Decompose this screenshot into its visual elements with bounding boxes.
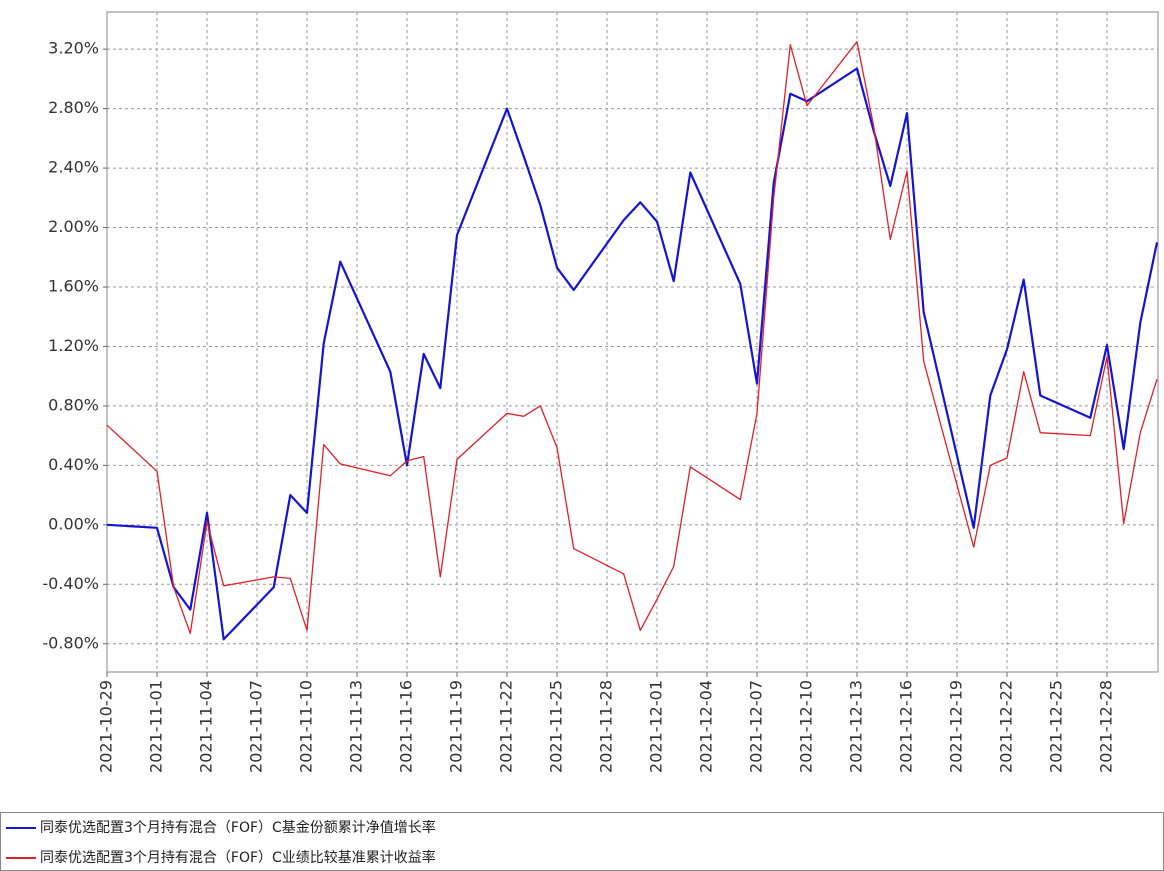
y-tick-label: -0.80%	[42, 633, 99, 652]
x-tick-label: 2021-11-10	[297, 680, 316, 773]
y-tick-label: 1.60%	[48, 277, 99, 296]
legend-label: 同泰优选配置3个月持有混合（FOF）C业绩比较基准累计收益率	[40, 849, 436, 866]
x-tick-label: 2021-11-07	[247, 680, 266, 773]
legend-label: 同泰优选配置3个月持有混合（FOF）C基金份额累计净值增长率	[40, 819, 436, 836]
x-tick-label: 2021-12-19	[947, 680, 966, 773]
y-tick-label: 2.40%	[48, 158, 99, 177]
x-tick-label: 2021-11-04	[197, 680, 216, 773]
x-tick-label: 2021-10-29	[97, 680, 116, 773]
x-tick-label: 2021-12-04	[697, 680, 716, 773]
legend-box	[0, 812, 1164, 871]
x-tick-label: 2021-11-25	[547, 680, 566, 773]
y-tick-label: 0.40%	[48, 455, 99, 474]
y-tick-label: 3.20%	[48, 39, 99, 58]
x-tick-label: 2021-12-25	[1047, 680, 1066, 773]
x-tick-label: 2021-12-22	[997, 680, 1016, 773]
series-line	[106, 67, 1159, 641]
x-tick-label: 2021-12-01	[647, 680, 666, 773]
x-tick-label: 2021-11-19	[447, 680, 466, 773]
y-tick-label: -0.40%	[42, 574, 99, 593]
plot-frame	[106, 11, 1159, 673]
x-tick-label: 2021-11-22	[497, 680, 516, 773]
x-tick-label: 2021-11-16	[397, 680, 416, 773]
series-line	[106, 41, 1158, 635]
x-tick-label: 2021-11-01	[147, 680, 166, 773]
y-tick-label: 0.00%	[48, 514, 99, 533]
x-tick-label: 2021-12-13	[847, 680, 866, 773]
x-tick-label: 2021-11-13	[347, 680, 366, 773]
y-tick-label: 1.20%	[48, 336, 99, 355]
x-tick-label: 2021-12-16	[897, 680, 916, 773]
x-tick-label: 2021-12-10	[797, 680, 816, 773]
y-tick-label: 2.00%	[48, 217, 99, 236]
x-tick-label: 2021-11-28	[597, 680, 616, 773]
y-tick-label: 2.80%	[48, 98, 99, 117]
x-tick-label: 2021-12-07	[747, 680, 766, 773]
x-tick-label: 2021-12-28	[1097, 680, 1116, 773]
y-tick-label: 0.80%	[48, 395, 99, 414]
